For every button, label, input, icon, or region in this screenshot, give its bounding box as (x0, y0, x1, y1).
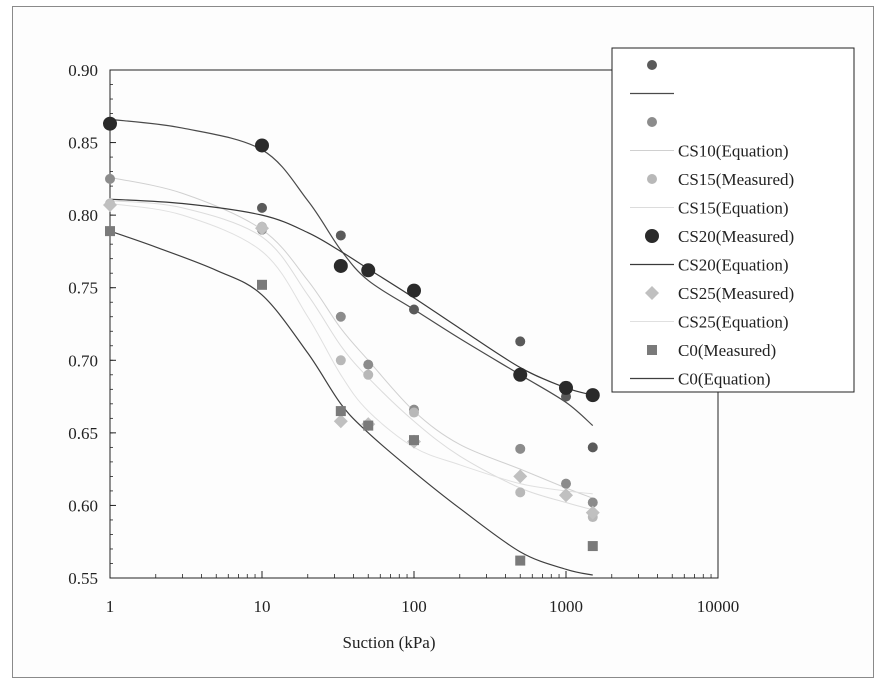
data-point-10 (257, 279, 267, 290)
data-point-10 (587, 541, 598, 552)
series-line-7 (109, 198, 593, 396)
legend-label: CS25(Measured) (678, 284, 794, 303)
data-point-8 (559, 488, 573, 503)
data-point-10 (105, 226, 115, 237)
data-point-6 (103, 116, 117, 131)
data-point-10 (515, 555, 526, 566)
x-tick-label: 10000 (697, 597, 740, 616)
data-point-8 (513, 469, 528, 484)
data-point-6 (585, 388, 600, 403)
data-point-2 (561, 478, 571, 489)
legend-swatch-marker (645, 229, 659, 243)
y-tick-label: 0.55 (68, 569, 98, 588)
data-point-2 (335, 311, 346, 322)
data-point-10 (363, 420, 374, 431)
data-point-8 (255, 221, 269, 236)
series-line-5 (109, 200, 593, 511)
data-point-4 (363, 369, 374, 380)
legend-label: C0(Measured) (678, 341, 776, 360)
x-tick-label: 1000 (549, 597, 583, 616)
y-tick-label: 0.65 (68, 424, 98, 443)
y-tick-label: 0.90 (68, 61, 98, 80)
legend-swatch-marker (647, 60, 657, 70)
legend-label: CS15(Measured) (678, 170, 794, 189)
y-tick-label: 0.60 (68, 496, 98, 515)
data-point-0 (587, 442, 598, 453)
y-tick-label: 0.70 (68, 351, 98, 370)
data-point-0 (515, 336, 526, 347)
data-point-2 (587, 497, 598, 508)
legend-label: CS20(Measured) (678, 227, 794, 246)
legend-swatch-marker (647, 174, 657, 184)
legend-swatch-marker (647, 345, 657, 355)
series-line-11 (109, 230, 593, 576)
y-tick-label: 0.75 (68, 279, 98, 298)
data-point-6 (333, 258, 348, 273)
data-point-10 (409, 435, 419, 446)
data-point-0 (335, 230, 346, 241)
legend-label: CS10(Equation) (678, 142, 789, 161)
data-point-8 (333, 414, 348, 429)
data-point-8 (585, 505, 600, 520)
data-point-6 (361, 263, 376, 278)
legend-swatch-marker (645, 286, 659, 300)
data-point-4 (515, 487, 526, 498)
legend-label: CS25(Equation) (678, 313, 789, 332)
data-point-10 (335, 406, 346, 417)
data-point-4 (335, 355, 346, 366)
data-point-2 (363, 359, 374, 370)
plot-area: 0.90 0.85 0.80 0.75 0.70 0.65 0.60 0.55 1 10 100 10… (68, 61, 739, 652)
data-point-6 (255, 138, 269, 153)
legend-label: CS20(Equation) (678, 256, 789, 275)
data-point-6 (559, 380, 573, 395)
legend-box (611, 47, 855, 393)
data-point-6 (513, 367, 528, 382)
legend-swatch-marker (647, 117, 657, 127)
x-tick-label: 10 (254, 597, 271, 616)
data-point-2 (515, 443, 526, 454)
series-line-9 (109, 203, 593, 495)
legend: CS10(Equation) CS15(Measured) CS15(Equatio… (611, 47, 855, 393)
y-tick-label: 0.80 (68, 206, 98, 225)
y-tick-label: 0.85 (68, 134, 98, 153)
legend-label: C0(Equation) (678, 370, 771, 389)
data-point-0 (257, 202, 267, 213)
x-tick-label: 1 (106, 597, 115, 616)
x-tick-label: 100 (401, 597, 427, 616)
series-line-1 (109, 118, 594, 427)
data-point-6 (407, 283, 421, 298)
legend-label: CS15(Equation) (678, 199, 789, 218)
x-axis-title: Suction (kPa) (342, 633, 435, 652)
data-point-4 (409, 407, 419, 418)
data-point-0 (409, 304, 419, 315)
data-point-2 (105, 173, 115, 184)
data-point-8 (103, 197, 117, 212)
